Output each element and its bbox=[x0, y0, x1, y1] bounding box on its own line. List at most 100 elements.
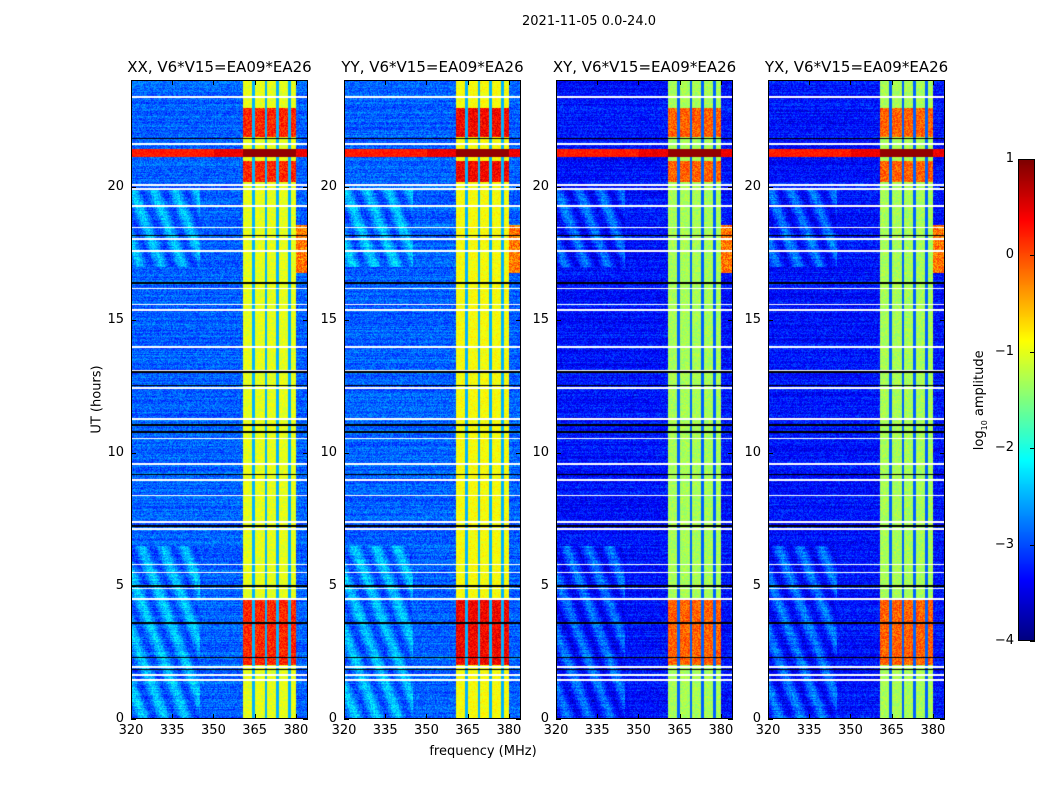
x-tick bbox=[213, 80, 215, 85]
y-tick bbox=[940, 186, 945, 188]
y-tick-label: 10 bbox=[107, 444, 124, 460]
y-tick-label: 0 bbox=[328, 711, 337, 726]
x-tick-label: 365 bbox=[242, 723, 268, 738]
x-tick bbox=[295, 714, 297, 719]
x-tick-label: 365 bbox=[455, 723, 481, 738]
colorbar-tick-label: 1 bbox=[1005, 151, 1014, 166]
y-tick bbox=[768, 452, 773, 454]
x-tick-label: 320 bbox=[543, 723, 569, 738]
x-tick bbox=[254, 714, 256, 719]
y-tick bbox=[303, 719, 308, 720]
colorbar-tick-label: −3 bbox=[994, 536, 1014, 552]
x-tick-label: 380 bbox=[920, 723, 946, 738]
colorbar-label-sub: 10 bbox=[979, 420, 989, 431]
y-tick bbox=[131, 585, 136, 587]
y-tick bbox=[728, 452, 733, 454]
x-tick bbox=[891, 80, 893, 85]
x-tick bbox=[172, 80, 174, 85]
x-tick-label: 350 bbox=[201, 723, 226, 738]
y-tick bbox=[940, 319, 945, 321]
heatmap-cells bbox=[557, 81, 732, 718]
y-tick bbox=[728, 585, 733, 587]
x-tick-label: 380 bbox=[496, 723, 522, 738]
x-tick-label: 365 bbox=[667, 723, 693, 738]
panel-title: XY, V6*V15=EA09*EA26 bbox=[552, 58, 737, 76]
colorbar-label: log10 amplitude bbox=[972, 338, 989, 463]
y-tick-label: 20 bbox=[320, 178, 337, 194]
x-tick-label: 320 bbox=[755, 723, 781, 738]
x-tick bbox=[768, 714, 769, 719]
y-tick-label: 5 bbox=[540, 577, 549, 593]
y-tick-label: 15 bbox=[744, 311, 761, 327]
x-tick bbox=[891, 714, 893, 719]
colorbar-tick bbox=[1030, 544, 1035, 546]
x-tick bbox=[850, 80, 852, 85]
colorbar-label-rest: amplitude bbox=[972, 350, 988, 421]
y-tick bbox=[344, 186, 349, 188]
x-tick-label: 335 bbox=[584, 723, 610, 738]
y-tick bbox=[303, 452, 308, 454]
heatmap-cells bbox=[132, 81, 307, 718]
y-tick-label: 0 bbox=[115, 711, 124, 726]
y-tick bbox=[768, 585, 773, 587]
heatmap-cells bbox=[769, 81, 944, 718]
y-tick bbox=[940, 452, 945, 454]
x-tick bbox=[720, 80, 722, 85]
y-tick bbox=[728, 719, 733, 720]
x-tick bbox=[638, 714, 640, 719]
colorbar bbox=[1018, 159, 1035, 641]
y-tick bbox=[556, 452, 561, 454]
y-tick bbox=[556, 585, 561, 587]
y-tick-label: 5 bbox=[752, 577, 761, 593]
y-tick-label: 15 bbox=[107, 311, 124, 327]
x-tick bbox=[344, 714, 345, 719]
y-tick bbox=[940, 585, 945, 587]
heatmap-panel bbox=[131, 80, 308, 719]
x-tick bbox=[720, 714, 722, 719]
y-tick-label: 10 bbox=[320, 444, 337, 460]
x-tick bbox=[508, 80, 510, 85]
y-tick bbox=[131, 452, 136, 454]
x-tick bbox=[809, 714, 811, 719]
y-tick bbox=[556, 186, 561, 188]
x-tick bbox=[638, 80, 640, 85]
x-tick bbox=[385, 714, 387, 719]
y-tick bbox=[131, 319, 136, 321]
y-tick bbox=[556, 319, 561, 321]
x-tick bbox=[344, 80, 345, 85]
heatmap-panel bbox=[556, 80, 733, 719]
x-tick bbox=[213, 714, 215, 719]
y-tick-label: 5 bbox=[115, 577, 124, 593]
y-tick bbox=[728, 186, 733, 188]
y-tick bbox=[516, 319, 521, 321]
x-tick bbox=[508, 714, 510, 719]
y-tick-label: 20 bbox=[744, 178, 761, 194]
y-tick-label: 10 bbox=[744, 444, 761, 460]
colorbar-tick-label: −4 bbox=[994, 633, 1014, 648]
y-axis-label: UT (hours) bbox=[89, 365, 105, 434]
y-tick bbox=[344, 319, 349, 321]
x-tick bbox=[426, 714, 428, 719]
colorbar-label-log: log bbox=[972, 430, 988, 451]
heatmap-panel bbox=[344, 80, 521, 719]
y-tick-label: 0 bbox=[752, 711, 761, 726]
x-tick bbox=[254, 80, 256, 85]
x-tick bbox=[131, 80, 132, 85]
y-tick bbox=[131, 719, 136, 720]
x-tick bbox=[850, 714, 852, 719]
y-tick bbox=[728, 319, 733, 321]
x-tick bbox=[679, 714, 681, 719]
x-tick bbox=[556, 714, 557, 719]
x-tick-label: 335 bbox=[372, 723, 398, 738]
colorbar-tick bbox=[1030, 159, 1035, 160]
x-tick-label: 350 bbox=[414, 723, 439, 738]
y-tick bbox=[768, 186, 773, 188]
y-tick bbox=[516, 719, 521, 720]
y-tick bbox=[556, 719, 561, 720]
x-tick bbox=[467, 80, 469, 85]
y-tick-label: 20 bbox=[107, 178, 124, 194]
y-tick bbox=[516, 186, 521, 188]
x-tick-label: 365 bbox=[879, 723, 905, 738]
colorbar-tick bbox=[1030, 448, 1035, 450]
